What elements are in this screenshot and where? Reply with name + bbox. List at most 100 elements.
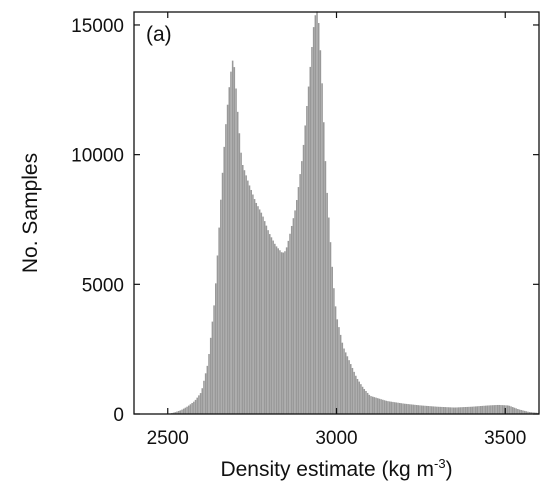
- histogram-bar: [186, 406, 188, 414]
- histogram-bar: [341, 342, 344, 414]
- histogram-bar: [373, 397, 376, 414]
- histogram-bar: [188, 405, 190, 414]
- histogram-bar: [451, 407, 453, 414]
- histogram-bar: [336, 319, 339, 414]
- histogram-bar: [311, 47, 313, 414]
- x-axis-label-superscript: -3: [434, 456, 446, 471]
- histogram-bar: [307, 86, 310, 414]
- histogram-bar: [181, 409, 183, 414]
- histogram-bar: [522, 410, 524, 414]
- histogram-bar: [203, 380, 205, 414]
- histogram-bar: [425, 405, 428, 414]
- histogram-bar: [532, 412, 534, 414]
- histogram-bar: [498, 404, 501, 414]
- histogram-bar: [496, 404, 499, 414]
- histogram-bar: [527, 411, 529, 414]
- histogram-bar: [196, 397, 198, 414]
- histogram-bar: [258, 209, 261, 414]
- histogram-bar: [493, 405, 495, 414]
- histogram-bar: [512, 407, 514, 414]
- histogram-bar: [247, 180, 249, 414]
- histogram-bar: [393, 402, 396, 414]
- histogram-bar: [255, 202, 258, 414]
- histogram-bar: [434, 406, 436, 414]
- histogram-bar: [466, 406, 468, 414]
- histogram-bar: [333, 288, 335, 414]
- histogram-bar: [409, 404, 411, 414]
- histogram-bar: [309, 66, 312, 414]
- y-tick-label: 0: [113, 405, 124, 426]
- histogram-bar: [287, 240, 290, 414]
- histogram-bar: [230, 71, 232, 414]
- histogram-bar: [377, 398, 379, 414]
- histogram-bar: [378, 398, 381, 414]
- histogram-bar: [363, 389, 366, 414]
- histogram-bar: [351, 367, 354, 414]
- histogram-bar: [174, 412, 177, 414]
- histogram-bar: [501, 405, 504, 414]
- histogram-bar: [476, 406, 479, 414]
- x-axis-ticks: 2500 3000 3500: [147, 12, 526, 449]
- histogram-bar: [279, 250, 281, 414]
- histogram-bar: [390, 401, 393, 414]
- histogram-bar: [265, 225, 268, 414]
- histogram-bar: [356, 378, 359, 414]
- y-tick-label: 10000: [71, 146, 124, 167]
- histogram-bar: [253, 199, 256, 414]
- histogram-bar: [242, 165, 244, 414]
- histogram-bar: [506, 405, 509, 414]
- histogram-bar: [220, 199, 222, 414]
- histogram-bar: [523, 410, 526, 414]
- histogram-bar: [262, 216, 264, 414]
- histogram-bar: [366, 392, 369, 414]
- histogram-bar: [463, 407, 465, 414]
- histogram-bar: [331, 266, 333, 414]
- y-tick-label: 5000: [82, 275, 124, 296]
- histogram-bar: [419, 405, 421, 414]
- histogram-bar: [368, 394, 371, 414]
- histogram-bar: [316, 11, 318, 414]
- y-axis-ticks: 0 5000 10000 15000: [71, 16, 539, 426]
- histogram-bar: [365, 390, 367, 414]
- histogram-bar: [250, 189, 252, 414]
- histogram-bar: [422, 405, 425, 414]
- histogram-bar: [338, 327, 340, 414]
- histogram-bar: [517, 409, 519, 414]
- histogram-bar: [525, 411, 528, 414]
- histogram-bar: [193, 401, 195, 414]
- panel-label: (a): [146, 23, 172, 46]
- histogram-bar: [208, 354, 210, 414]
- histogram-bar: [404, 403, 406, 414]
- histogram-bar: [350, 364, 352, 414]
- histogram-bar: [456, 407, 458, 414]
- histogram-bar: [468, 406, 470, 414]
- histogram-bar: [518, 409, 521, 414]
- histogram-bar: [294, 210, 296, 414]
- histogram-bar: [429, 406, 431, 414]
- histogram-bar: [235, 88, 237, 414]
- histogram-bar: [179, 410, 182, 414]
- histogram-bar: [442, 407, 445, 414]
- x-tick-label: 3500: [484, 428, 526, 449]
- histogram-bar: [274, 243, 276, 414]
- histogram-bar: [473, 406, 475, 414]
- histogram-bar: [495, 405, 497, 414]
- histogram-bar: [380, 399, 382, 414]
- x-axis-label-end: ): [446, 458, 453, 481]
- x-axis-label-main: Density estimate (kg m: [220, 458, 434, 481]
- histogram-bar: [444, 407, 447, 414]
- histogram-bar: [218, 227, 220, 414]
- histogram-bar: [449, 407, 452, 414]
- histogram-bar: [233, 67, 236, 414]
- histogram-bar: [479, 406, 482, 414]
- histogram-bar: [414, 404, 416, 414]
- histogram-bar: [397, 402, 399, 414]
- histogram-bar: [483, 405, 485, 414]
- histogram-bar: [231, 60, 234, 415]
- histogram-bar: [275, 246, 278, 414]
- histogram-bar: [383, 400, 386, 414]
- histogram-bar: [452, 407, 455, 414]
- histogram-bar: [326, 192, 328, 414]
- histogram-bar: [361, 386, 364, 414]
